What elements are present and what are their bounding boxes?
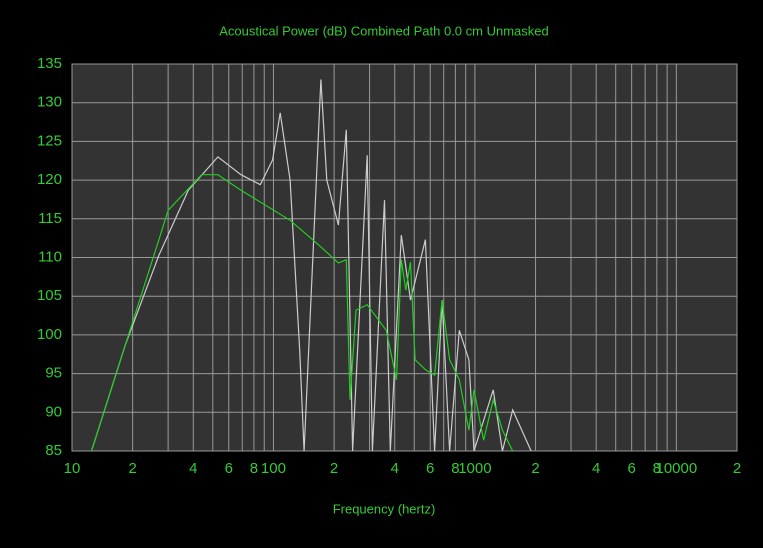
x-tick-label: 10: [64, 460, 81, 477]
x-tick-label: 8: [451, 460, 459, 477]
y-tick-label: 130: [37, 94, 62, 111]
x-tick-label: 10000: [655, 460, 697, 477]
x-tick-label: 6: [225, 460, 233, 477]
y-tick-label: 105: [37, 287, 62, 304]
y-tick-label: 115: [38, 210, 62, 227]
y-tick-label: 110: [38, 248, 62, 265]
x-tick-label: 2: [531, 460, 539, 477]
y-tick-label: 125: [37, 132, 62, 149]
x-tick-label: 1000: [458, 460, 491, 477]
x-tick-label: 8: [653, 460, 661, 477]
x-tick-label: 4: [189, 460, 197, 477]
x-tick-label: 4: [592, 460, 600, 477]
x-tick-label: 6: [627, 460, 635, 477]
chart-title: Acoustical Power (dB) Combined Path 0.0 …: [219, 23, 548, 38]
x-tick-label: 2: [330, 460, 338, 477]
x-tick-label: 4: [391, 460, 399, 477]
series-line: [90, 174, 514, 451]
y-tick-label: 135: [37, 55, 62, 72]
x-tick-label: 2: [128, 460, 136, 477]
y-tick-label: 90: [45, 403, 62, 420]
x-axis-label: Frequency (hertz): [333, 501, 436, 516]
x-tick-label: 2: [733, 460, 741, 477]
y-tick-label: 100: [37, 326, 62, 343]
x-tick-label: 8: [250, 460, 258, 477]
y-tick-label: 120: [37, 171, 62, 188]
y-tick-label: 95: [45, 365, 62, 382]
y-tick-label: 85: [45, 442, 62, 459]
x-tick-label: 100: [261, 460, 286, 477]
x-tick-label: 6: [426, 460, 434, 477]
series-line: [90, 79, 532, 451]
